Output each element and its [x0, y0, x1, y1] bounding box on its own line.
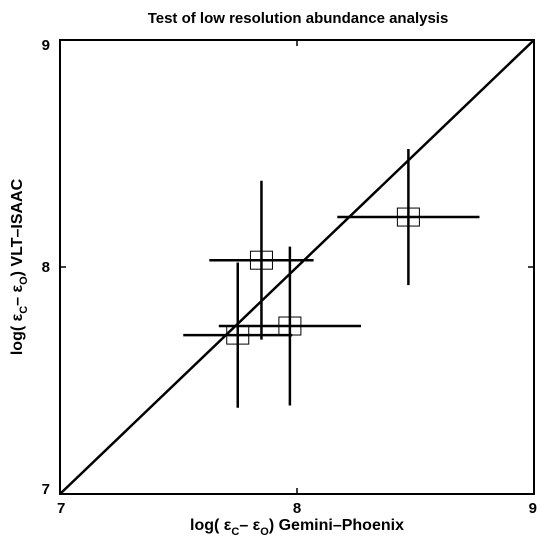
x-tick-label: 8: [293, 500, 301, 517]
ticks-layer: 7 8 9 7 8 9: [42, 37, 537, 517]
identity-line: [59, 39, 535, 495]
data-point-4: [337, 148, 480, 286]
x-tick-label: 9: [529, 500, 537, 517]
y-tick-label: 8: [42, 259, 50, 276]
square-marker: [278, 316, 302, 336]
x-tick-label: 7: [57, 500, 65, 517]
data-point-2: [209, 180, 314, 340]
y-tick-label: 9: [42, 37, 50, 54]
data-layer: [59, 39, 535, 495]
chart-title: Test of low resolution abundance analysi…: [148, 10, 449, 27]
data-point-3: [218, 246, 361, 406]
x-axis-label: log( εC– εO) Gemini–Phoenix: [190, 517, 404, 538]
square-marker: [396, 207, 420, 227]
y-tick-label: 7: [42, 481, 50, 498]
square-marker: [249, 250, 273, 270]
y-axis-label: log( εC– εO) VLT–ISAAC: [9, 178, 30, 355]
